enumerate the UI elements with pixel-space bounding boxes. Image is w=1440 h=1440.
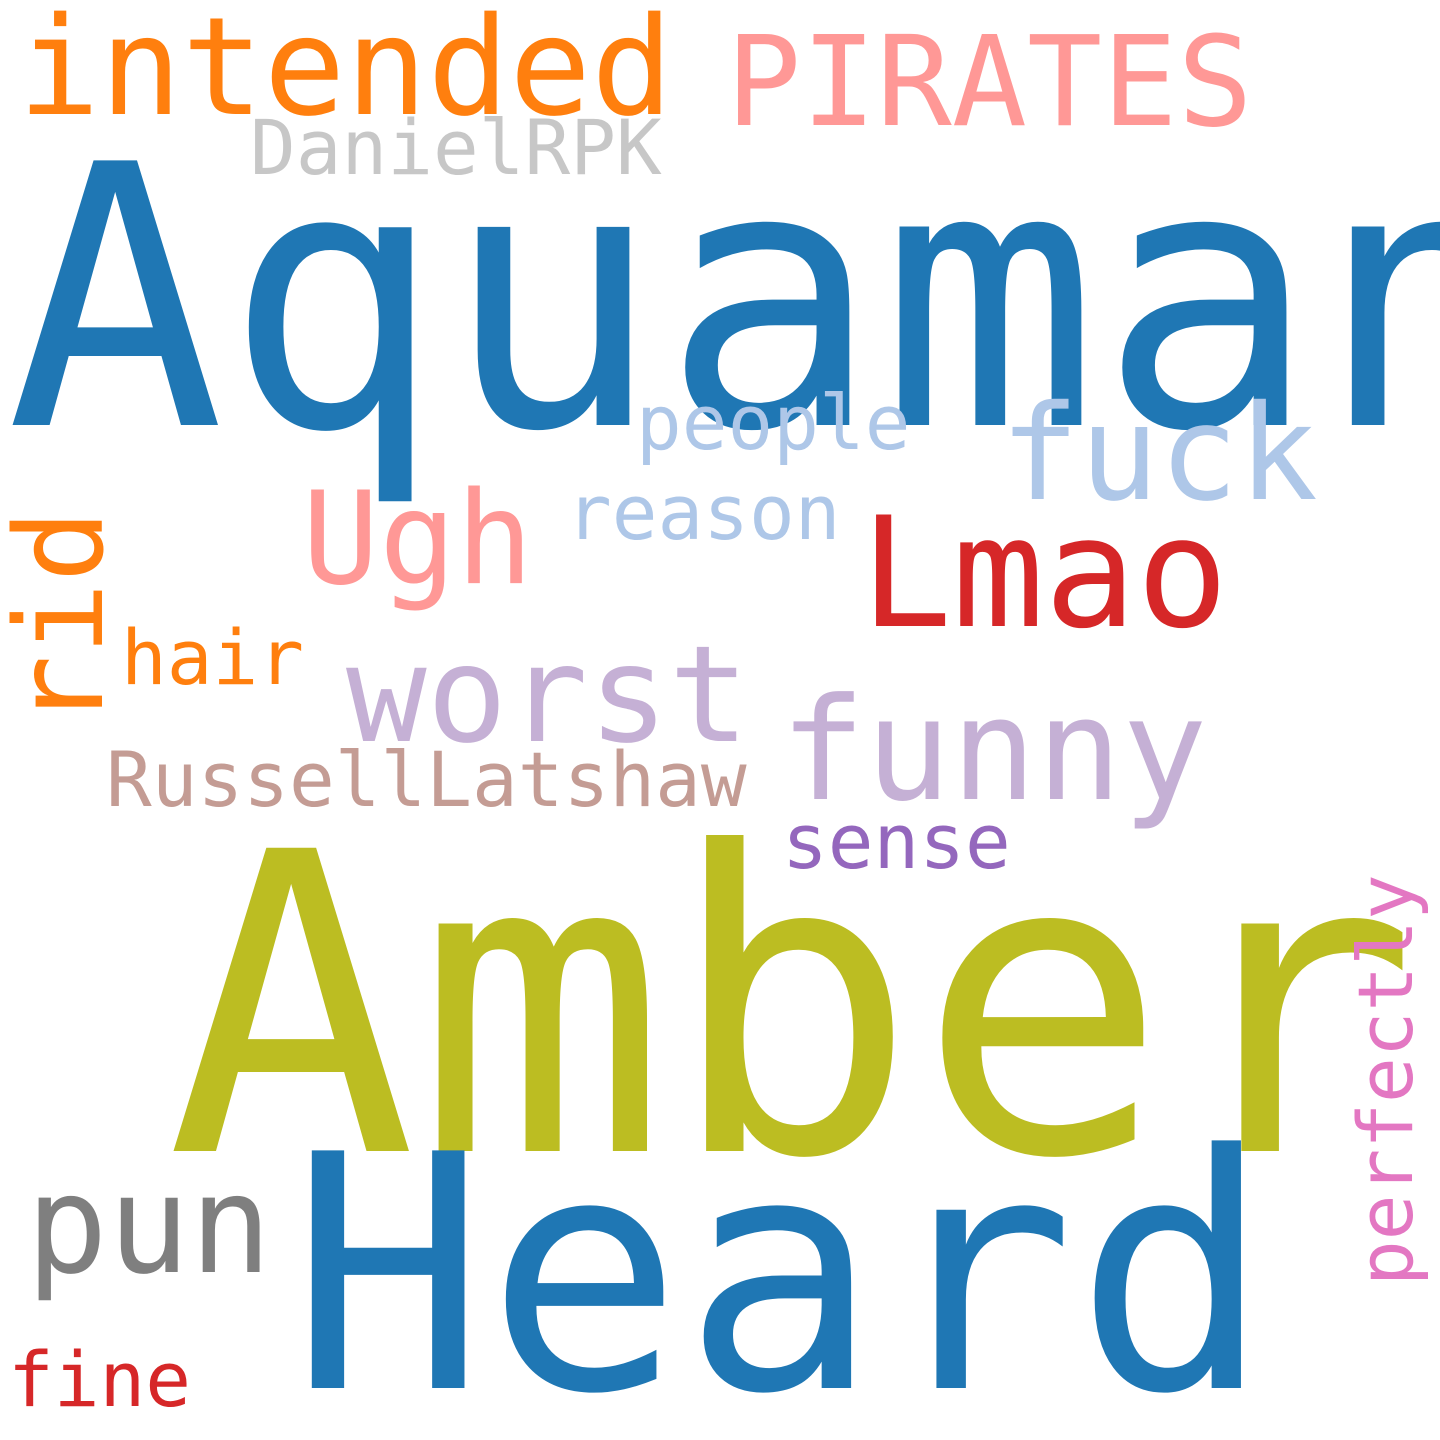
word-sense: sense (782, 797, 1011, 886)
word-hair: hair (121, 613, 305, 702)
word-danielrpk: DanielRPK (250, 103, 662, 192)
word-reason: reason (566, 468, 841, 557)
word-rid: rid (0, 509, 131, 728)
word-perfectly: perfectly (1341, 874, 1430, 1286)
word-fine: fine (8, 1335, 192, 1424)
word-amber: Amber (166, 766, 1419, 1250)
word-lmao: Lmao (860, 485, 1229, 663)
word-funny: funny (780, 668, 1208, 833)
word-heard: Heard (290, 1085, 1272, 1440)
word-pirates: PIRATES (726, 10, 1253, 155)
word-russelllatshaw: RussellLatshaw (106, 735, 747, 824)
word-worst: worst (346, 617, 750, 773)
word-people: people (636, 378, 911, 467)
word-pun: pun (26, 1147, 272, 1305)
word-fuck: fuck (1000, 377, 1318, 531)
word-ugh: Ugh (302, 465, 534, 614)
word-aquaman: Aquaman (6, 88, 1440, 511)
word-intended: intended (18, 0, 674, 147)
